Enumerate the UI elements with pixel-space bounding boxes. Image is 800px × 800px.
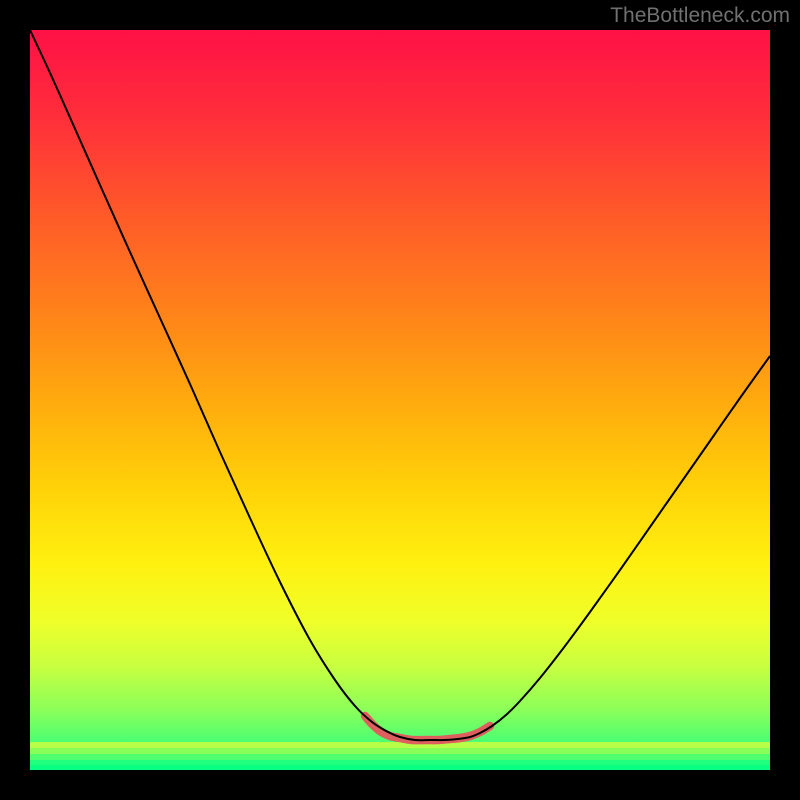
bottom-green-band [30,742,770,770]
chart-container: TheBottleneck.com [0,0,800,800]
watermark-label: TheBottleneck.com [610,4,790,27]
gradient-background [30,30,770,770]
chart-svg: TheBottleneck.com [0,0,800,800]
